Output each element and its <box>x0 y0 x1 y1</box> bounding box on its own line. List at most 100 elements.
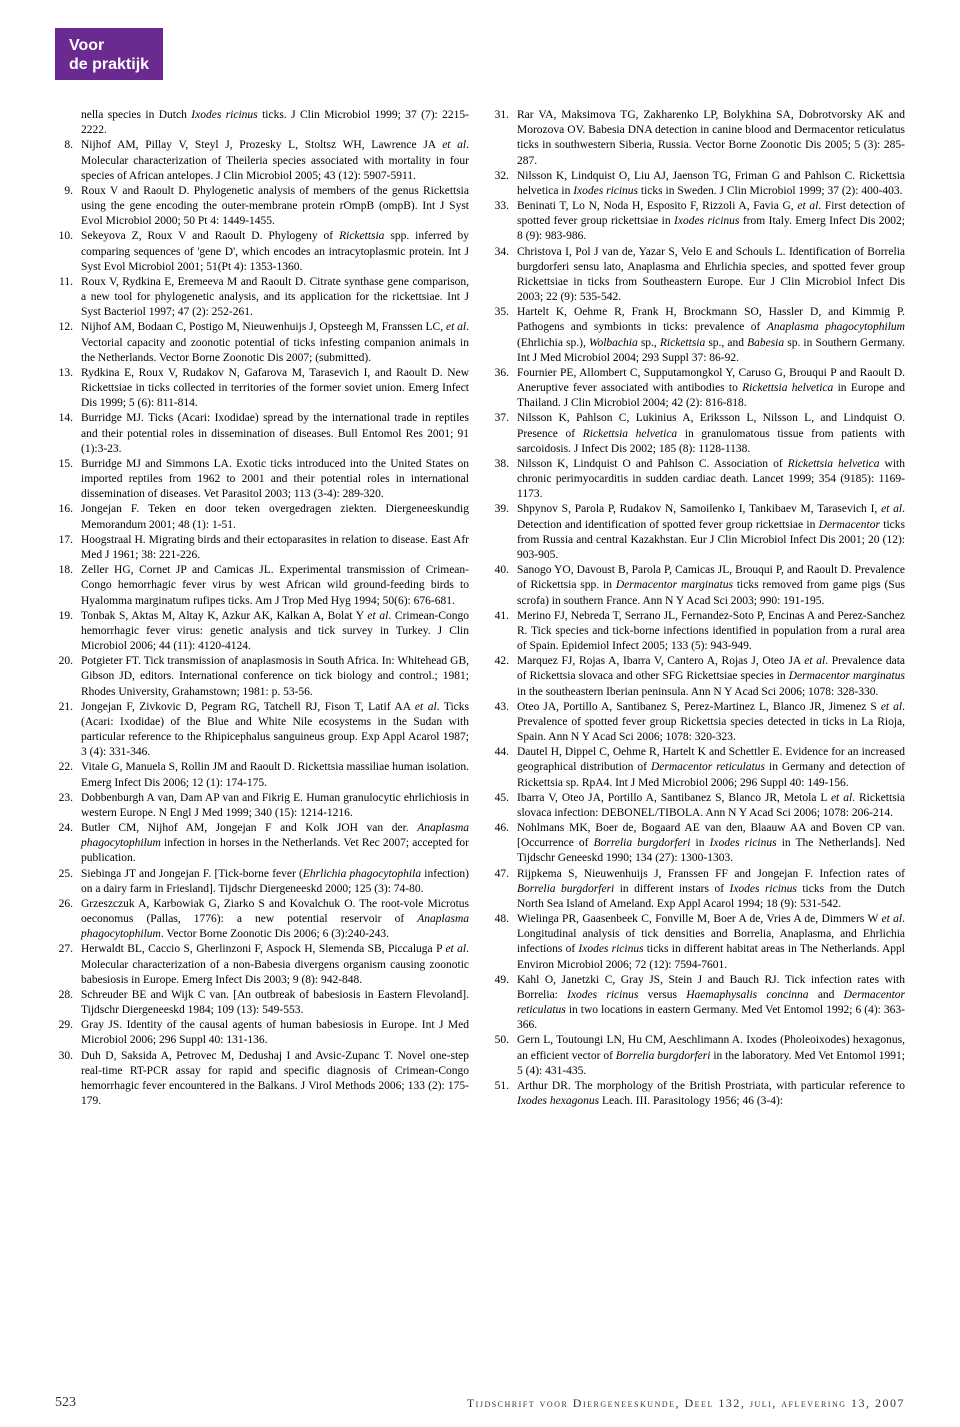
reference-number: 30. <box>55 1049 81 1110</box>
reference-number: 37. <box>491 411 517 457</box>
reference-text: Sanogo YO, Davoust B, Parola P, Camicas … <box>517 563 905 609</box>
reference-item: 35.Hartelt K, Oehme R, Frank H, Brockman… <box>491 305 905 366</box>
reference-item: 22.Vitale G, Manuela S, Rollin JM and Ra… <box>55 760 469 790</box>
reference-number: 27. <box>55 942 81 988</box>
reference-text: Nilsson K, Lindquist O, Liu AJ, Jaenson … <box>517 169 905 199</box>
page-container: Voor de praktijk nella species in Dutch … <box>0 0 960 1427</box>
reference-item: 45.Ibarra V, Oteo JA, Portillo A, Santib… <box>491 791 905 821</box>
reference-number: 22. <box>55 760 81 790</box>
reference-text: Grzeszczuk A, Karbowiak G, Ziarko S and … <box>81 897 469 943</box>
reference-text: Marquez FJ, Rojas A, Ibarra V, Cantero A… <box>517 654 905 700</box>
reference-number: 10. <box>55 229 81 275</box>
reference-item: 41.Merino FJ, Nebreda T, Serrano JL, Fer… <box>491 609 905 655</box>
reference-number: 19. <box>55 609 81 655</box>
reference-item: nella species in Dutch Ixodes ricinus ti… <box>55 108 469 138</box>
reference-number: 26. <box>55 897 81 943</box>
reference-text: Gern L, Toutoungi LN, Hu CM, Aeschlimann… <box>517 1033 905 1079</box>
reference-item: 42.Marquez FJ, Rojas A, Ibarra V, Canter… <box>491 654 905 700</box>
reference-text: Nohlmans MK, Boer de, Bogaard AE van den… <box>517 821 905 867</box>
reference-text: Jongejan F. Teken en door teken overgedr… <box>81 502 469 532</box>
reference-text: Nilsson K, Pahlson C, Lukinius A, Erikss… <box>517 411 905 457</box>
badge-line2: de praktijk <box>69 55 149 74</box>
reference-number: 39. <box>491 502 517 563</box>
reference-item: 18.Zeller HG, Cornet JP and Camicas JL. … <box>55 563 469 609</box>
reference-number: 16. <box>55 502 81 532</box>
footer-journal-text: Tijdschrift voor Diergeneeskunde, Deel 1… <box>467 1396 905 1411</box>
reference-item: 46.Nohlmans MK, Boer de, Bogaard AE van … <box>491 821 905 867</box>
reference-text: Hartelt K, Oehme R, Frank H, Brockmann S… <box>517 305 905 366</box>
reference-text: Burridge MJ and Simmons LA. Exotic ticks… <box>81 457 469 503</box>
content-area: nella species in Dutch Ixodes ricinus ti… <box>55 20 905 1109</box>
reference-number: 38. <box>491 457 517 503</box>
reference-number: 48. <box>491 912 517 973</box>
reference-text: Nilsson K, Lindquist O and Pahlson C. As… <box>517 457 905 503</box>
reference-item: 38.Nilsson K, Lindquist O and Pahlson C.… <box>491 457 905 503</box>
reference-item: 11.Roux V, Rydkina E, Eremeeva M and Rao… <box>55 275 469 321</box>
reference-item: 8.Nijhof AM, Pillay V, Steyl J, Prozesky… <box>55 138 469 184</box>
reference-item: 33.Beninati T, Lo N, Noda H, Esposito F,… <box>491 199 905 245</box>
reference-number: 17. <box>55 533 81 563</box>
reference-number: 24. <box>55 821 81 867</box>
right-column: 31.Rar VA, Maksimova TG, Zakharenko LP, … <box>491 108 905 1109</box>
reference-text: Nijhof AM, Bodaan C, Postigo M, Nieuwenh… <box>81 320 469 366</box>
reference-text: Ibarra V, Oteo JA, Portillo A, Santibane… <box>517 791 905 821</box>
reference-number: 33. <box>491 199 517 245</box>
reference-text: Christova I, Pol J van de, Yazar S, Velo… <box>517 245 905 306</box>
reference-item: 23.Dobbenburgh A van, Dam AP van and Fik… <box>55 791 469 821</box>
reference-number: 45. <box>491 791 517 821</box>
reference-number: 46. <box>491 821 517 867</box>
reference-text: Oteo JA, Portillo A, Santibanez S, Perez… <box>517 700 905 746</box>
reference-item: 32.Nilsson K, Lindquist O, Liu AJ, Jaens… <box>491 169 905 199</box>
reference-text: Zeller HG, Cornet JP and Camicas JL. Exp… <box>81 563 469 609</box>
reference-number: 34. <box>491 245 517 306</box>
reference-item: 15.Burridge MJ and Simmons LA. Exotic ti… <box>55 457 469 503</box>
reference-item: 50.Gern L, Toutoungi LN, Hu CM, Aeschlim… <box>491 1033 905 1079</box>
reference-text: Kahl O, Janetzki C, Gray JS, Stein J and… <box>517 973 905 1034</box>
reference-item: 29.Gray JS. Identity of the causal agent… <box>55 1018 469 1048</box>
reference-item: 40.Sanogo YO, Davoust B, Parola P, Camic… <box>491 563 905 609</box>
reference-number: 8. <box>55 138 81 184</box>
reference-number: 31. <box>491 108 517 169</box>
badge-line1: Voor <box>69 36 149 55</box>
reference-item: 48.Wielinga PR, Gaasenbeek C, Fonville M… <box>491 912 905 973</box>
reference-number: 12. <box>55 320 81 366</box>
reference-text: Nijhof AM, Pillay V, Steyl J, Prozesky L… <box>81 138 469 184</box>
reference-number: 13. <box>55 366 81 412</box>
reference-number: 21. <box>55 700 81 761</box>
reference-text: Wielinga PR, Gaasenbeek C, Fonville M, B… <box>517 912 905 973</box>
reference-item: 44.Dautel H, Dippel C, Oehme R, Hartelt … <box>491 745 905 791</box>
reference-number: 47. <box>491 867 517 913</box>
reference-text: nella species in Dutch Ixodes ricinus ti… <box>81 108 469 138</box>
reference-text: Rar VA, Maksimova TG, Zakharenko LP, Bol… <box>517 108 905 169</box>
reference-item: 19.Tonbak S, Aktas M, Altay K, Azkur AK,… <box>55 609 469 655</box>
reference-text: Fournier PE, Allombert C, Supputamongkol… <box>517 366 905 412</box>
reference-item: 9.Roux V and Raoult D. Phylogenetic anal… <box>55 184 469 230</box>
reference-text: Burridge MJ. Ticks (Acari: Ixodidae) spr… <box>81 411 469 457</box>
reference-number: 29. <box>55 1018 81 1048</box>
reference-item: 51.Arthur DR. The morphology of the Brit… <box>491 1079 905 1109</box>
reference-text: Herwaldt BL, Caccio S, Gherlinzoni F, As… <box>81 942 469 988</box>
reference-item: 17.Hoogstraal H. Migrating birds and the… <box>55 533 469 563</box>
reference-item: 31.Rar VA, Maksimova TG, Zakharenko LP, … <box>491 108 905 169</box>
reference-item: 47.Rijpkema S, Nieuwenhuijs J, Franssen … <box>491 867 905 913</box>
reference-number: 9. <box>55 184 81 230</box>
reference-item: 26.Grzeszczuk A, Karbowiak G, Ziarko S a… <box>55 897 469 943</box>
reference-text: Duh D, Saksida A, Petrovec M, Dedushaj I… <box>81 1049 469 1110</box>
reference-text: Dobbenburgh A van, Dam AP van and Fikrig… <box>81 791 469 821</box>
reference-text: Schreuder BE and Wijk C van. [An outbrea… <box>81 988 469 1018</box>
reference-number: 49. <box>491 973 517 1034</box>
reference-number: 35. <box>491 305 517 366</box>
reference-number: 11. <box>55 275 81 321</box>
reference-text: Roux V, Rydkina E, Eremeeva M and Raoult… <box>81 275 469 321</box>
reference-item: 24.Butler CM, Nijhof AM, Jongejan F and … <box>55 821 469 867</box>
reference-number: 36. <box>491 366 517 412</box>
reference-item: 12.Nijhof AM, Bodaan C, Postigo M, Nieuw… <box>55 320 469 366</box>
reference-item: 16.Jongejan F. Teken en door teken overg… <box>55 502 469 532</box>
reference-number: 44. <box>491 745 517 791</box>
reference-text: Siebinga JT and Jongejan F. [Tick-borne … <box>81 867 469 897</box>
reference-text: Vitale G, Manuela S, Rollin JM and Raoul… <box>81 760 469 790</box>
reference-number: 43. <box>491 700 517 746</box>
reference-text: Tonbak S, Aktas M, Altay K, Azkur AK, Ka… <box>81 609 469 655</box>
reference-number: 18. <box>55 563 81 609</box>
reference-text: Butler CM, Nijhof AM, Jongejan F and Kol… <box>81 821 469 867</box>
